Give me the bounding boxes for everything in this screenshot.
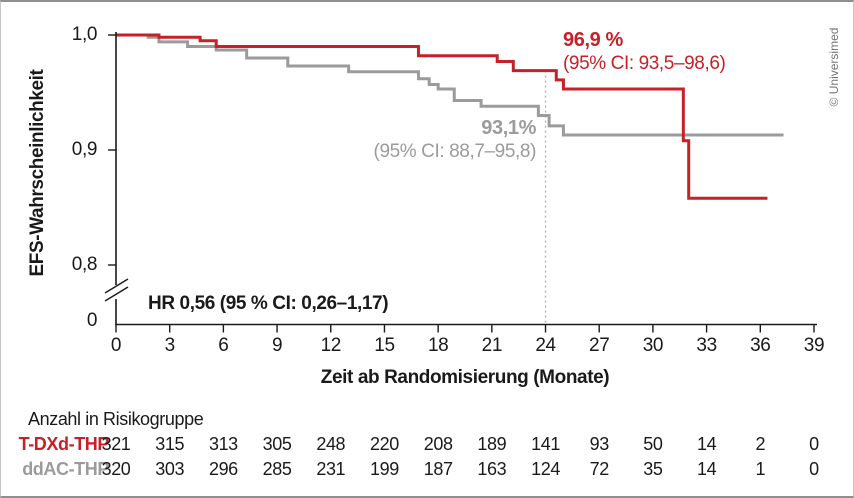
hazard-ratio-note: HR 0,56 (95 % CI: 0,26–1,17) xyxy=(148,293,389,314)
risk-count: 187 xyxy=(423,459,453,479)
x-tick-label: 15 xyxy=(374,335,395,356)
risk-count: 72 xyxy=(589,459,610,479)
series-line-t-dxd-thp xyxy=(116,33,768,200)
y-tick-label: 0,8 xyxy=(71,254,98,275)
x-tick-label: 30 xyxy=(642,335,664,356)
x-axis-title: Zeit ab Randomisierung (Monate) xyxy=(320,367,610,388)
risk-count: 303 xyxy=(155,459,185,479)
risk-count: 1 xyxy=(755,459,766,479)
x-tick-label: 6 xyxy=(218,335,229,356)
y-axis-break-icon xyxy=(104,278,129,302)
y-axis-title: EFS-Wahrscheinlichkeit xyxy=(27,69,48,277)
risk-row-label-t-dxd-thp: T-DXd-THP xyxy=(18,434,110,454)
x-tick-label: 33 xyxy=(696,335,717,356)
y-tick-label: 0 xyxy=(86,310,98,331)
risk-table-title: Anzahl in Risikogruppe xyxy=(28,409,204,429)
risk-count: 305 xyxy=(262,434,292,454)
risk-count: 50 xyxy=(643,434,663,454)
risk-count: 285 xyxy=(262,459,292,479)
annotation-t-dxd-thp-value: 96,9 % xyxy=(563,29,623,51)
risk-count: 141 xyxy=(531,434,560,454)
risk-count: 189 xyxy=(477,434,507,454)
risk-count: 14 xyxy=(696,459,717,479)
annotation-t-dxd-thp-ci: (95% CI: 93,5–98,6) xyxy=(563,53,726,74)
risk-count: 14 xyxy=(696,434,717,454)
copyright-note: © Universimed xyxy=(827,27,841,107)
y-tick-label: 0,9 xyxy=(71,139,98,160)
annotation-ddac-thp: 93,1% (95% CI: 88,7–95,8) xyxy=(373,116,537,164)
risk-row-label-ddac-thp: ddAC-THP xyxy=(22,459,109,479)
risk-count: 35 xyxy=(643,459,663,479)
x-tick-label: 21 xyxy=(481,335,503,356)
annotation-t-dxd-thp: 96,9 % (95% CI: 93,5–98,6) xyxy=(563,28,726,76)
x-tick-label: 3 xyxy=(164,335,176,356)
risk-count: 163 xyxy=(477,459,507,479)
risk-count: 248 xyxy=(316,434,346,454)
risk-count: 124 xyxy=(531,459,560,479)
y-tick-label: 1,0 xyxy=(71,24,98,45)
series-line-ddac-thp xyxy=(116,33,784,137)
risk-count: 320 xyxy=(101,459,131,479)
risk-count: 0 xyxy=(809,434,819,454)
risk-count: 2 xyxy=(755,434,766,454)
annotation-ddac-thp-ci: (95% CI: 88,7–95,8) xyxy=(373,141,537,162)
risk-count: 315 xyxy=(155,434,185,454)
x-tick-label: 24 xyxy=(535,335,556,356)
x-tick-label: 18 xyxy=(427,335,449,356)
risk-count: 199 xyxy=(370,459,399,479)
x-tick-label: 39 xyxy=(803,335,825,356)
risk-count: 313 xyxy=(208,434,238,454)
risk-count: 208 xyxy=(423,434,453,454)
x-tick-label: 27 xyxy=(589,335,610,356)
risk-count: 220 xyxy=(370,434,399,454)
x-tick-label: 9 xyxy=(271,335,283,356)
risk-count: 0 xyxy=(809,459,819,479)
risk-count: 321 xyxy=(101,434,131,454)
risk-count: 93 xyxy=(589,434,610,454)
risk-count: 296 xyxy=(208,459,238,479)
annotation-ddac-thp-value: 93,1% xyxy=(481,117,536,139)
x-tick-label: 12 xyxy=(320,335,342,356)
x-tick-label: 0 xyxy=(110,335,122,356)
x-tick-label: 36 xyxy=(750,335,771,356)
risk-count: 231 xyxy=(316,459,346,479)
